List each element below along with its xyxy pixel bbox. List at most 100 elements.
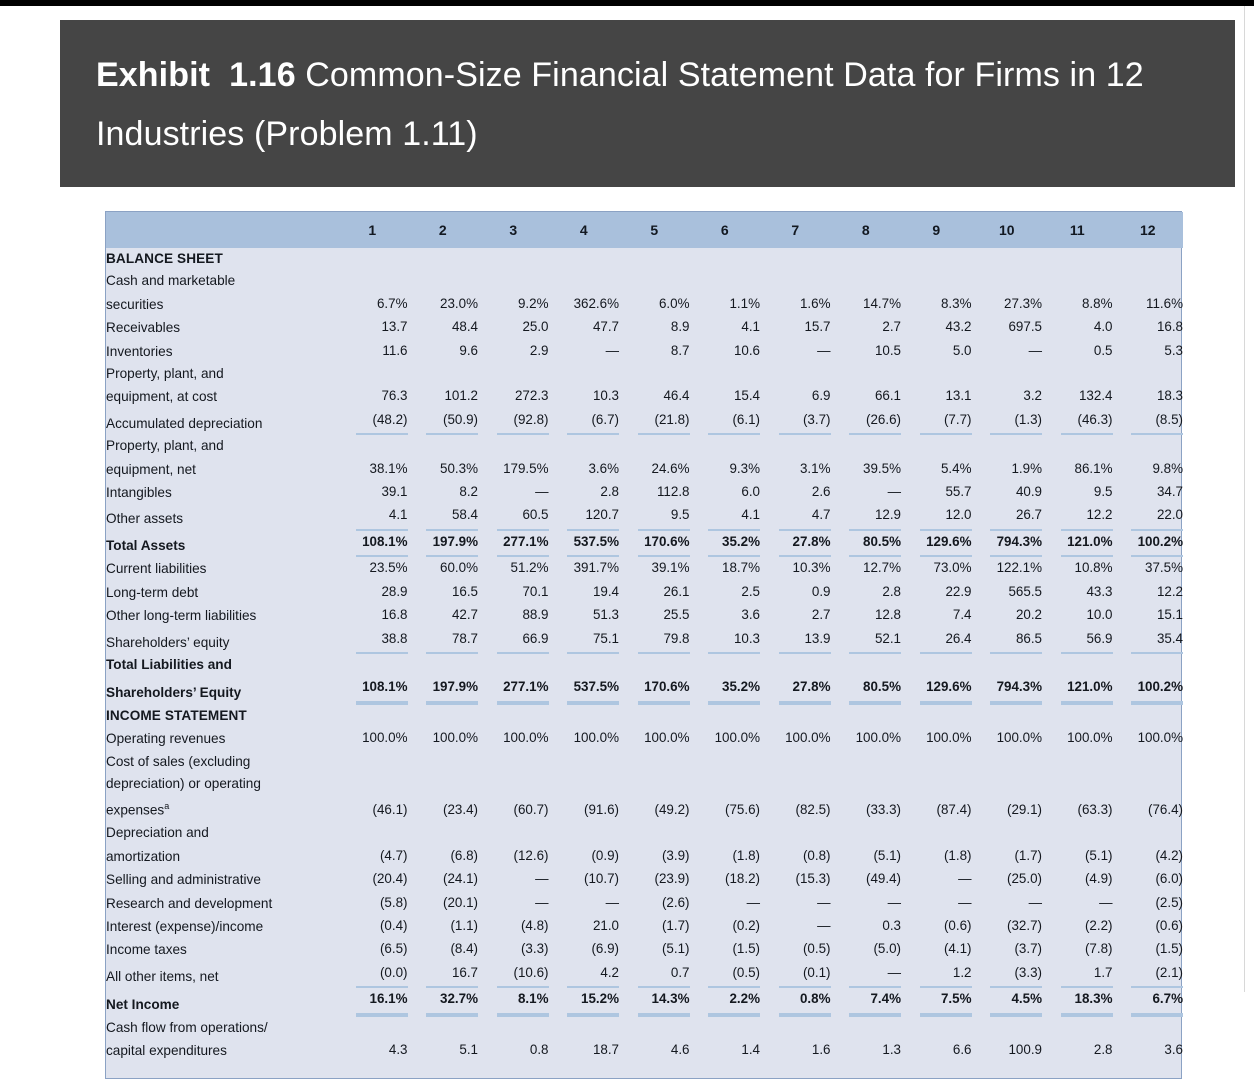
table-cell: (12.6) xyxy=(513,847,549,863)
row-label: Long-term debt xyxy=(106,584,199,600)
table-cell: 132.4 xyxy=(1078,388,1113,404)
table-cell: 56.9 xyxy=(1042,628,1113,654)
table-cell: 0.3 xyxy=(882,917,901,933)
row-label: Total Liabilities and xyxy=(106,656,232,672)
table-cell: (26.6) xyxy=(831,409,901,436)
table-cell: 10.8% xyxy=(1074,560,1113,576)
table-cell: (1.1) xyxy=(450,917,478,933)
table-cell xyxy=(760,654,831,676)
row-label: Depreciation and xyxy=(106,825,209,841)
table-cell: 2.2% xyxy=(690,988,760,1017)
table-cell: — xyxy=(817,894,831,910)
column-header-8[interactable]: 8 xyxy=(830,212,901,248)
table-cell xyxy=(478,435,549,457)
table-cell: 34.7 xyxy=(1156,484,1183,500)
table-cell: 362.6% xyxy=(573,295,619,311)
table-header-row: 1 2 3 4 5 6 7 8 9 10 11 12 xyxy=(106,212,1183,248)
column-header-6[interactable]: 6 xyxy=(689,212,760,248)
table-cell: 18.3 xyxy=(1156,388,1183,404)
column-header-7[interactable]: 7 xyxy=(760,212,831,248)
table-row: amortization (4.7) (6.8) (12.6) (0.9) (3.9) (1… xyxy=(106,845,1183,868)
table-cell: 7.4% xyxy=(831,988,901,1017)
column-header-12[interactable]: 12 xyxy=(1112,212,1183,248)
table-cell: 15.7 xyxy=(804,319,831,335)
table-cell xyxy=(408,822,479,844)
column-header-3[interactable]: 3 xyxy=(478,212,549,248)
column-header-2[interactable]: 2 xyxy=(407,212,478,248)
exhibit-number: Exhibit 1.16 xyxy=(96,56,296,94)
table-row: Receivables 13.7 48.4 25.0 47.7 8.9 4.1 15.7 2.7… xyxy=(106,316,1183,339)
table-cell: 16.8 xyxy=(381,607,408,623)
table-cell: 27.8% xyxy=(760,676,831,705)
table-cell: 2.8 xyxy=(1093,1041,1113,1057)
table-cell: (6.9) xyxy=(591,941,619,957)
table-cell xyxy=(1042,270,1113,292)
table-cell: (0.5) xyxy=(690,962,760,989)
table-cell: 100.0% xyxy=(362,730,408,746)
table-cell: (33.3) xyxy=(866,801,901,817)
row-label: Other assets xyxy=(106,511,184,527)
column-header-5[interactable]: 5 xyxy=(619,212,690,248)
table-cell: 50.3% xyxy=(440,460,478,476)
table-cell: 100.0% xyxy=(1067,730,1113,746)
table-cell: 0.9 xyxy=(811,583,831,599)
table-cell: 12.7% xyxy=(863,560,901,576)
table-cell xyxy=(760,248,831,270)
table-cell: (6.5) xyxy=(379,941,408,957)
column-header-9[interactable]: 9 xyxy=(901,212,972,248)
table-row: Income taxes (6.5) (8.4) (3.3) (6.9) (5.1) (1.… xyxy=(106,938,1183,961)
column-header-1[interactable]: 1 xyxy=(337,212,408,248)
row-label: Accumulated depreciation xyxy=(106,415,263,431)
table-cell: 51.3 xyxy=(592,607,619,623)
row-label: capital expenditures xyxy=(106,1042,227,1058)
table-cell xyxy=(690,248,761,270)
table-cell: 4.0 xyxy=(1093,319,1113,335)
table-cell xyxy=(408,363,479,385)
table-cell: 51.2% xyxy=(510,560,549,576)
table-cell: 0.8% xyxy=(760,988,831,1017)
table-cell: (1.8) xyxy=(943,847,972,863)
column-header-4[interactable]: 4 xyxy=(548,212,619,248)
table-cell xyxy=(549,435,620,457)
table-cell xyxy=(478,751,549,773)
table-cell: (63.3) xyxy=(1077,801,1113,817)
table-cell: 76.3 xyxy=(381,388,408,404)
table-cell: 3.1% xyxy=(799,460,831,476)
table-cell: 2.8 xyxy=(600,484,619,500)
table-cell: 19.4 xyxy=(592,583,619,599)
table-cell xyxy=(831,654,902,676)
table-cell: (4.8) xyxy=(520,917,549,933)
table-row: Property, plant, and xyxy=(106,363,1183,385)
row-label: equipment, at cost xyxy=(106,389,218,405)
table-cell: 100.0% xyxy=(785,730,831,746)
table-cell: 0.8 xyxy=(529,1041,549,1057)
table-cell xyxy=(1113,705,1184,727)
table-cell xyxy=(831,270,902,292)
table-cell xyxy=(760,773,831,795)
table-cell: 10.3 xyxy=(690,628,760,654)
table-cell: (6.1) xyxy=(690,409,760,436)
column-header-11[interactable]: 11 xyxy=(1042,212,1113,248)
table-cell: (29.1) xyxy=(1007,801,1042,817)
table-cell: — xyxy=(958,871,972,887)
table-cell: 12.9 xyxy=(831,504,901,531)
table-row: Inventories 11.6 9.6 2.9 — 8.7 10.6 — 10.5 5.0 — 0.… xyxy=(106,340,1183,363)
table-cell: 18.7% xyxy=(722,560,760,576)
table-cell: 100.0% xyxy=(996,730,1042,746)
table-row: Other long-term liabilities 16.8 42.7 88.9 5… xyxy=(106,604,1183,627)
table-cell: 129.6% xyxy=(901,531,972,558)
row-label: All other items, net xyxy=(106,968,219,984)
table-cell xyxy=(690,363,761,385)
table-row: Depreciation and xyxy=(106,822,1183,844)
table-cell: 3.6 xyxy=(1164,1041,1183,1057)
table-cell xyxy=(901,705,972,727)
column-header-10[interactable]: 10 xyxy=(971,212,1042,248)
table-cell xyxy=(901,363,972,385)
table-cell: 179.5% xyxy=(503,460,549,476)
table-cell: 1.6% xyxy=(799,295,831,311)
table-cell xyxy=(831,822,902,844)
table-cell xyxy=(337,435,408,457)
table-cell xyxy=(1113,773,1184,795)
table-cell xyxy=(1042,822,1113,844)
table-cell: 4.7 xyxy=(760,504,831,531)
